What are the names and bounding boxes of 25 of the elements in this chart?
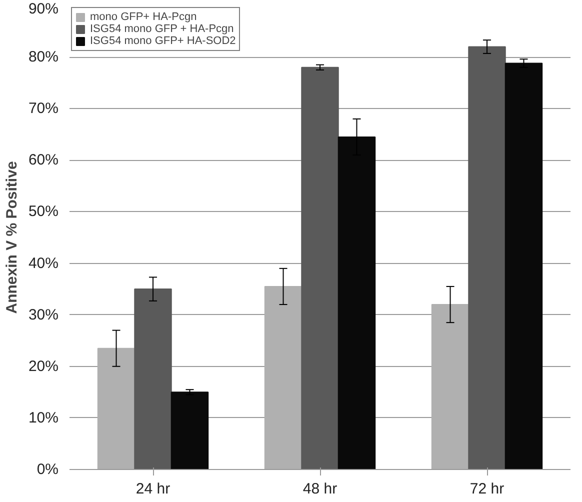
y-tick-label: 70% [28, 100, 59, 118]
legend-label: ISG54 mono GFP+ HA-SOD2 [90, 35, 236, 47]
bar [170, 392, 209, 470]
x-tick-label: 48 hr [302, 480, 338, 498]
y-tick-label: 0% [36, 461, 59, 478]
y-tick-label: 90% [28, 0, 59, 18]
y-tick-label: 40% [28, 254, 59, 272]
y-tick-label: 50% [28, 203, 59, 220]
y-tick-label: 30% [28, 306, 59, 324]
legend-label: mono GFP+ HA-Pcgn [90, 11, 197, 23]
bar [134, 288, 172, 470]
bar [504, 62, 543, 470]
y-tick-label: 80% [28, 48, 59, 66]
bar [97, 348, 136, 470]
y-tick-label: 20% [28, 358, 59, 375]
bar [301, 66, 339, 470]
bar [264, 286, 302, 470]
y-tick-label: 10% [28, 409, 59, 426]
bar [468, 46, 506, 470]
y-tick-label: 60% [28, 152, 59, 169]
x-tick-label: 24 hr [136, 480, 170, 498]
y-axis-title: Annexin V % Positive [3, 161, 20, 314]
legend-label: ISG54 mono GFP + HA-Pcgn [90, 23, 234, 35]
bar [431, 304, 470, 470]
x-tick-label: 72 hr [470, 480, 504, 498]
